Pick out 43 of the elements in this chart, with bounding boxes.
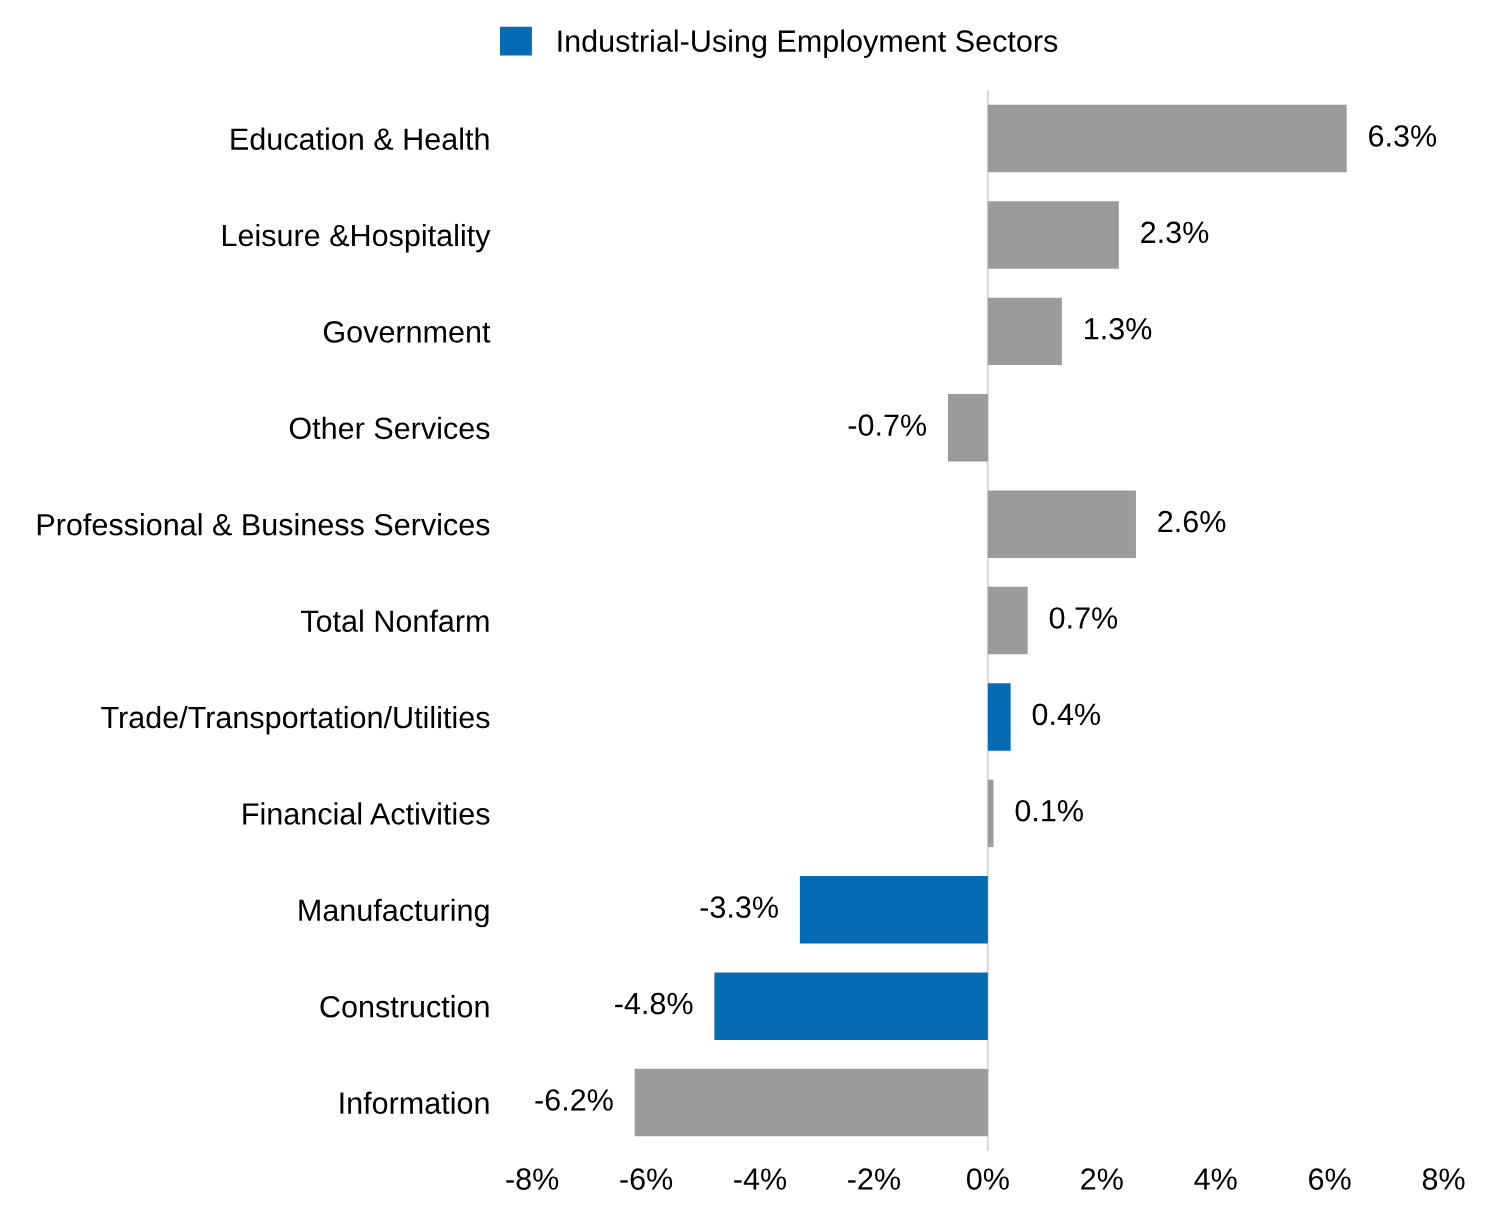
x-tick-label: -8%	[506, 1168, 559, 1190]
bar	[987, 297, 1062, 366]
y-tick-label: Manufacturing	[299, 898, 489, 928]
bar	[987, 490, 1136, 558]
bar	[987, 779, 994, 848]
data-label: -3.3%	[700, 896, 778, 918]
bar	[987, 201, 1119, 269]
y-tick-label: Financial Activities	[243, 802, 490, 825]
data-label: -0.7%	[848, 414, 927, 436]
x-tick-label: -2%	[848, 1168, 900, 1190]
y-tick-label: Professional & Business Services	[37, 513, 490, 536]
bar	[947, 394, 988, 462]
data-label: 2.3%	[1141, 221, 1209, 244]
x-tick-label: 0%	[966, 1168, 1009, 1190]
bar	[987, 104, 1347, 173]
bar	[987, 683, 1011, 751]
y-tick-label: Other Services	[289, 416, 490, 440]
y-tick-label: Construction	[320, 995, 489, 1018]
bar	[714, 972, 988, 1040]
data-label: -4.8%	[615, 992, 693, 1015]
bar	[987, 586, 1028, 655]
y-tick-label: Information	[340, 1091, 489, 1114]
y-tick-label: Education & Health	[231, 127, 489, 150]
data-label: 1.3%	[1085, 317, 1152, 340]
bar	[799, 876, 988, 944]
y-tick-label: Leisure &Hospitality	[222, 223, 491, 253]
x-tick-label: 4%	[1194, 1168, 1237, 1190]
data-label: 0.1%	[1015, 799, 1083, 822]
data-label: 0.4%	[1032, 703, 1101, 726]
legend-label: Industrial-Using Employment Sectors	[558, 29, 1058, 58]
x-tick-label: 8%	[1422, 1168, 1465, 1190]
x-tick-label: -4%	[734, 1168, 787, 1190]
x-tick-label: 2%	[1081, 1168, 1123, 1190]
bar	[634, 1068, 988, 1137]
x-tick-label: -6%	[620, 1168, 673, 1190]
data-label: 6.3%	[1369, 125, 1437, 147]
y-tick-label: Trade/Transportation/Utilities	[101, 705, 490, 735]
data-label: 0.7%	[1049, 607, 1118, 629]
y-tick-label: Total Nonfarm	[301, 609, 489, 632]
data-label: 2.6%	[1158, 510, 1226, 533]
data-label: -6.2%	[535, 1089, 613, 1111]
y-tick-label: Government	[323, 321, 491, 343]
x-tick-label: 6%	[1309, 1168, 1351, 1190]
